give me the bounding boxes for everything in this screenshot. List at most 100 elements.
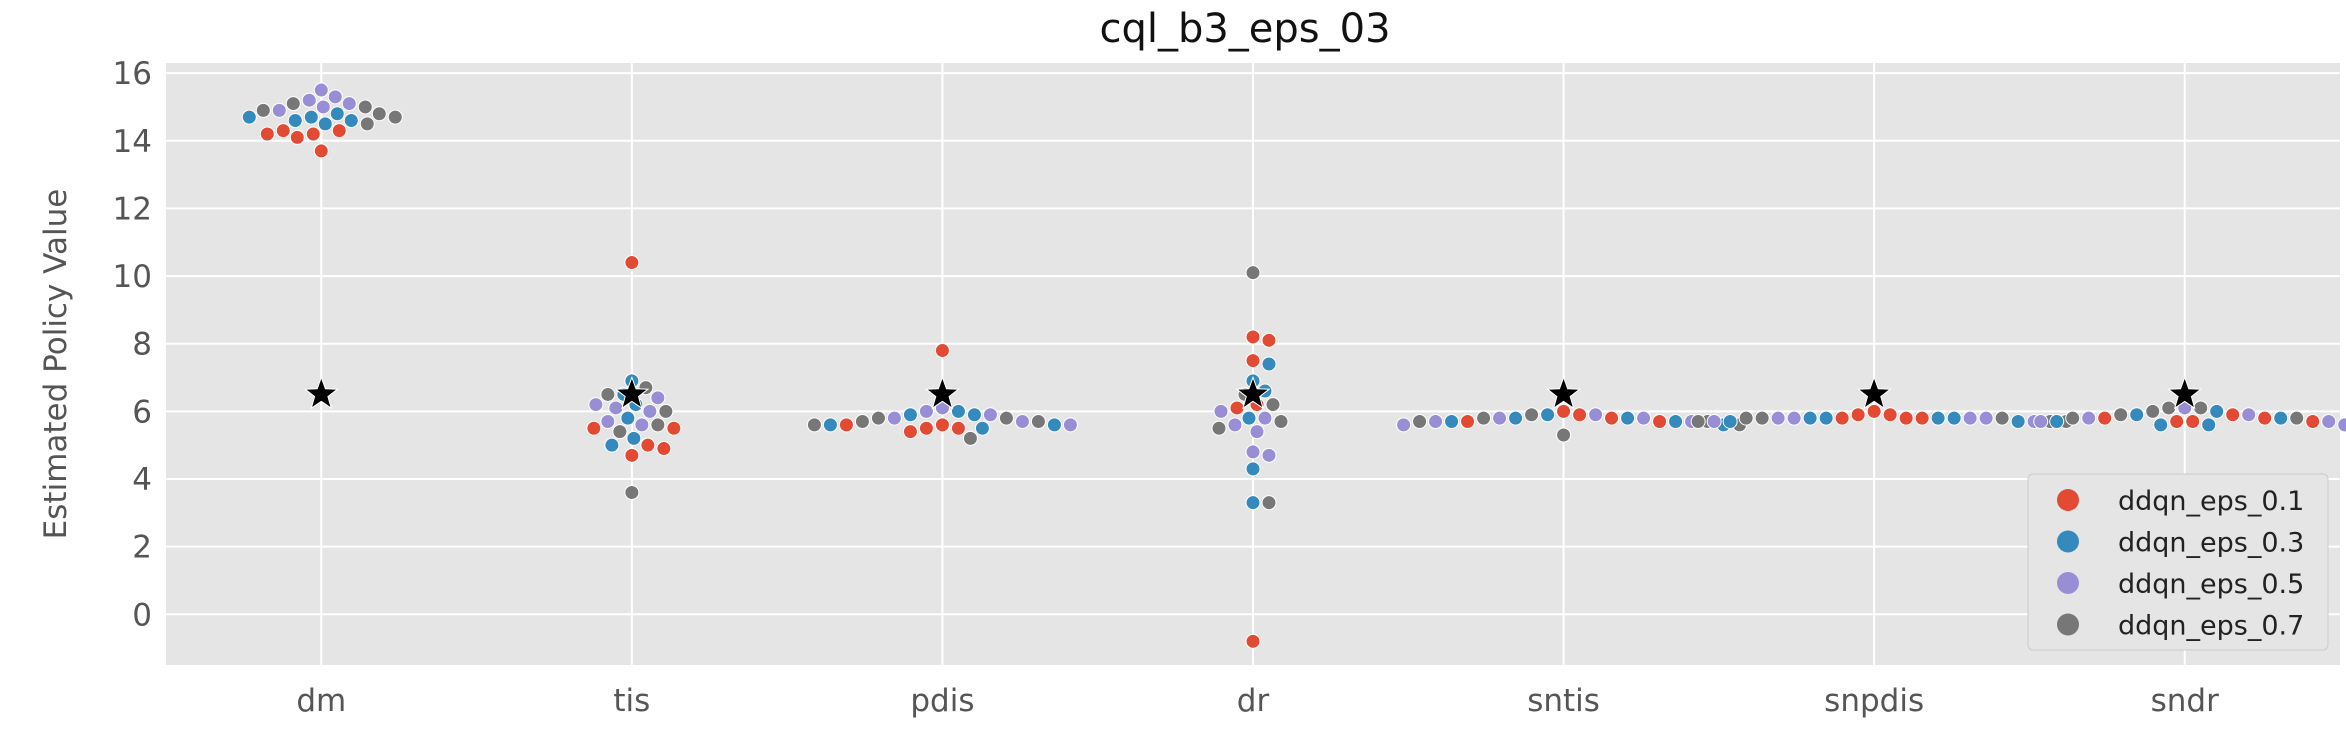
data-point-sntis-ddqn_eps_0.3: [1620, 410, 1636, 426]
data-point-dr-ddqn_eps_0.5: [1245, 444, 1261, 460]
data-point-pdis-ddqn_eps_0.1: [918, 420, 934, 436]
data-point-sndr-ddqn_eps_0.1: [2225, 407, 2241, 423]
data-point-sndr-ddqn_eps_0.5: [2033, 413, 2049, 429]
x-tick-label-dr: dr: [1237, 683, 1270, 719]
data-point-sntis-ddqn_eps_0.7: [1412, 413, 1428, 429]
data-point-sntis-ddqn_eps_0.5: [1492, 410, 1508, 426]
data-point-snpdis-ddqn_eps_0.7: [1738, 410, 1754, 426]
data-point-dm-ddqn_eps_0.7: [387, 109, 403, 125]
data-point-pdis-ddqn_eps_0.7: [870, 410, 886, 426]
data-point-dm-ddqn_eps_0.1: [289, 129, 305, 145]
data-point-sntis-ddqn_eps_0.5: [1588, 407, 1604, 423]
data-point-pdis-ddqn_eps_0.3: [966, 407, 982, 423]
reference-star-pdis: [924, 375, 960, 410]
y-tick-label: 10: [113, 259, 152, 295]
data-point-sndr-ddqn_eps_0.3: [2201, 417, 2217, 433]
data-point-sndr-ddqn_eps_0.5: [2337, 417, 2346, 433]
x-tick-label-snpdis: snpdis: [1824, 683, 1924, 719]
data-point-dr-ddqn_eps_0.7: [1211, 420, 1227, 436]
data-point-sndr-ddqn_eps_0.1: [2305, 413, 2321, 429]
data-point-pdis-ddqn_eps_0.5: [1062, 417, 1078, 433]
data-point-dm-ddqn_eps_0.5: [327, 89, 343, 105]
data-point-snpdis-ddqn_eps_0.3: [1802, 410, 1818, 426]
data-point-tis-ddqn_eps_0.7: [624, 485, 640, 501]
data-point-dm-ddqn_eps_0.1: [305, 126, 321, 142]
data-point-dr-ddqn_eps_0.5: [1213, 403, 1229, 419]
data-point-dm-ddqn_eps_0.7: [285, 96, 301, 112]
data-point-sndr-ddqn_eps_0.1: [2185, 413, 2201, 429]
data-point-sntis-ddqn_eps_0.1: [1556, 403, 1572, 419]
data-point-sndr-ddqn_eps_0.7: [2161, 400, 2177, 416]
reference-star-dr: [1235, 375, 1271, 410]
reference-star-sntis: [1546, 375, 1582, 410]
data-point-sndr-ddqn_eps_0.1: [2169, 413, 2185, 429]
y-tick-label: 8: [132, 327, 152, 363]
y-tick-label: 14: [113, 124, 152, 160]
data-point-dm-ddqn_eps_0.5: [301, 92, 317, 108]
data-point-pdis-ddqn_eps_0.3: [950, 403, 966, 419]
data-point-tis-ddqn_eps_0.7: [612, 424, 628, 440]
data-point-sntis-ddqn_eps_0.5: [1636, 410, 1652, 426]
data-point-tis-ddqn_eps_0.7: [650, 417, 666, 433]
data-point-tis-ddqn_eps_0.3: [626, 430, 642, 446]
data-point-dm-ddqn_eps_0.5: [315, 99, 331, 115]
data-point-pdis-ddqn_eps_0.3: [1046, 417, 1062, 433]
x-tick-label-sndr: sndr: [2151, 683, 2219, 719]
x-tick-label-tis: tis: [613, 683, 650, 719]
data-point-dr-ddqn_eps_0.5: [1257, 410, 1273, 426]
data-point-dm-ddqn_eps_0.1: [313, 143, 329, 159]
data-point-snpdis-ddqn_eps_0.1: [1898, 410, 1914, 426]
legend-marker-ddqn_eps_0.1: [2057, 489, 2079, 511]
legend-marker-ddqn_eps_0.5: [2057, 572, 2079, 594]
data-point-tis-ddqn_eps_0.5: [642, 403, 658, 419]
data-point-pdis-ddqn_eps_0.7: [998, 410, 1014, 426]
data-point-tis-ddqn_eps_0.5: [608, 400, 624, 416]
data-point-tis-ddqn_eps_0.7: [600, 386, 616, 402]
data-point-tis-ddqn_eps_0.1: [624, 447, 640, 463]
data-point-dm-ddqn_eps_0.7: [359, 116, 375, 132]
data-point-dr-ddqn_eps_0.5: [1227, 417, 1243, 433]
data-point-dr-ddqn_eps_0.3: [1245, 461, 1261, 477]
data-point-pdis-ddqn_eps_0.3: [974, 420, 990, 436]
data-point-dr-ddqn_eps_0.5: [1249, 424, 1265, 440]
data-point-pdis-ddqn_eps_0.5: [886, 410, 902, 426]
data-point-dm-ddqn_eps_0.3: [241, 109, 257, 125]
data-point-snpdis-ddqn_eps_0.1: [1834, 410, 1850, 426]
data-point-sndr-ddqn_eps_0.1: [2097, 410, 2113, 426]
data-point-tis-ddqn_eps_0.5: [588, 397, 604, 413]
data-point-dr-ddqn_eps_0.7: [1245, 265, 1261, 281]
data-point-dr-ddqn_eps_0.7: [1261, 495, 1277, 511]
data-point-tis-ddqn_eps_0.1: [656, 441, 672, 457]
legend-label-ddqn_eps_0.7: ddqn_eps_0.7: [2118, 611, 2304, 642]
data-point-sntis-ddqn_eps_0.3: [1444, 413, 1460, 429]
data-point-dm-ddqn_eps_0.1: [275, 123, 291, 139]
data-point-dr-ddqn_eps_0.1: [1261, 332, 1277, 348]
data-point-sndr-ddqn_eps_0.5: [2321, 413, 2337, 429]
data-point-sntis-ddqn_eps_0.1: [1604, 410, 1620, 426]
y-tick-label: 0: [132, 597, 152, 633]
y-axis-label: Estimated Policy Value: [38, 189, 74, 540]
data-point-dr-ddqn_eps_0.1: [1245, 633, 1261, 649]
legend-label-ddqn_eps_0.5: ddqn_eps_0.5: [2118, 569, 2304, 600]
data-point-sntis-ddqn_eps_0.5: [1396, 417, 1412, 433]
data-point-pdis-ddqn_eps_0.5: [918, 403, 934, 419]
data-point-snpdis-ddqn_eps_0.5: [1706, 413, 1722, 429]
data-point-pdis-ddqn_eps_0.5: [982, 407, 998, 423]
data-point-sntis-ddqn_eps_0.3: [1540, 407, 1556, 423]
reference-star-dm: [303, 375, 339, 410]
data-point-dm-ddqn_eps_0.1: [259, 126, 275, 142]
data-point-snpdis-ddqn_eps_0.5: [1962, 410, 1978, 426]
data-point-pdis-ddqn_eps_0.1: [950, 420, 966, 436]
data-point-snpdis-ddqn_eps_0.1: [1850, 407, 1866, 423]
data-point-tis-ddqn_eps_0.3: [620, 410, 636, 426]
data-point-dm-ddqn_eps_0.7: [371, 106, 387, 122]
data-point-sndr-ddqn_eps_0.7: [2065, 410, 2081, 426]
data-point-sntis-ddqn_eps_0.7: [1476, 410, 1492, 426]
y-tick-label: 6: [132, 394, 152, 430]
data-point-snpdis-ddqn_eps_0.5: [1770, 410, 1786, 426]
legend-marker-ddqn_eps_0.3: [2057, 530, 2079, 553]
data-point-dr-ddqn_eps_0.5: [1261, 447, 1277, 463]
data-point-dm-ddqn_eps_0.5: [313, 82, 329, 98]
data-point-tis-ddqn_eps_0.5: [634, 417, 650, 433]
data-point-sndr-ddqn_eps_0.7: [2113, 407, 2129, 423]
